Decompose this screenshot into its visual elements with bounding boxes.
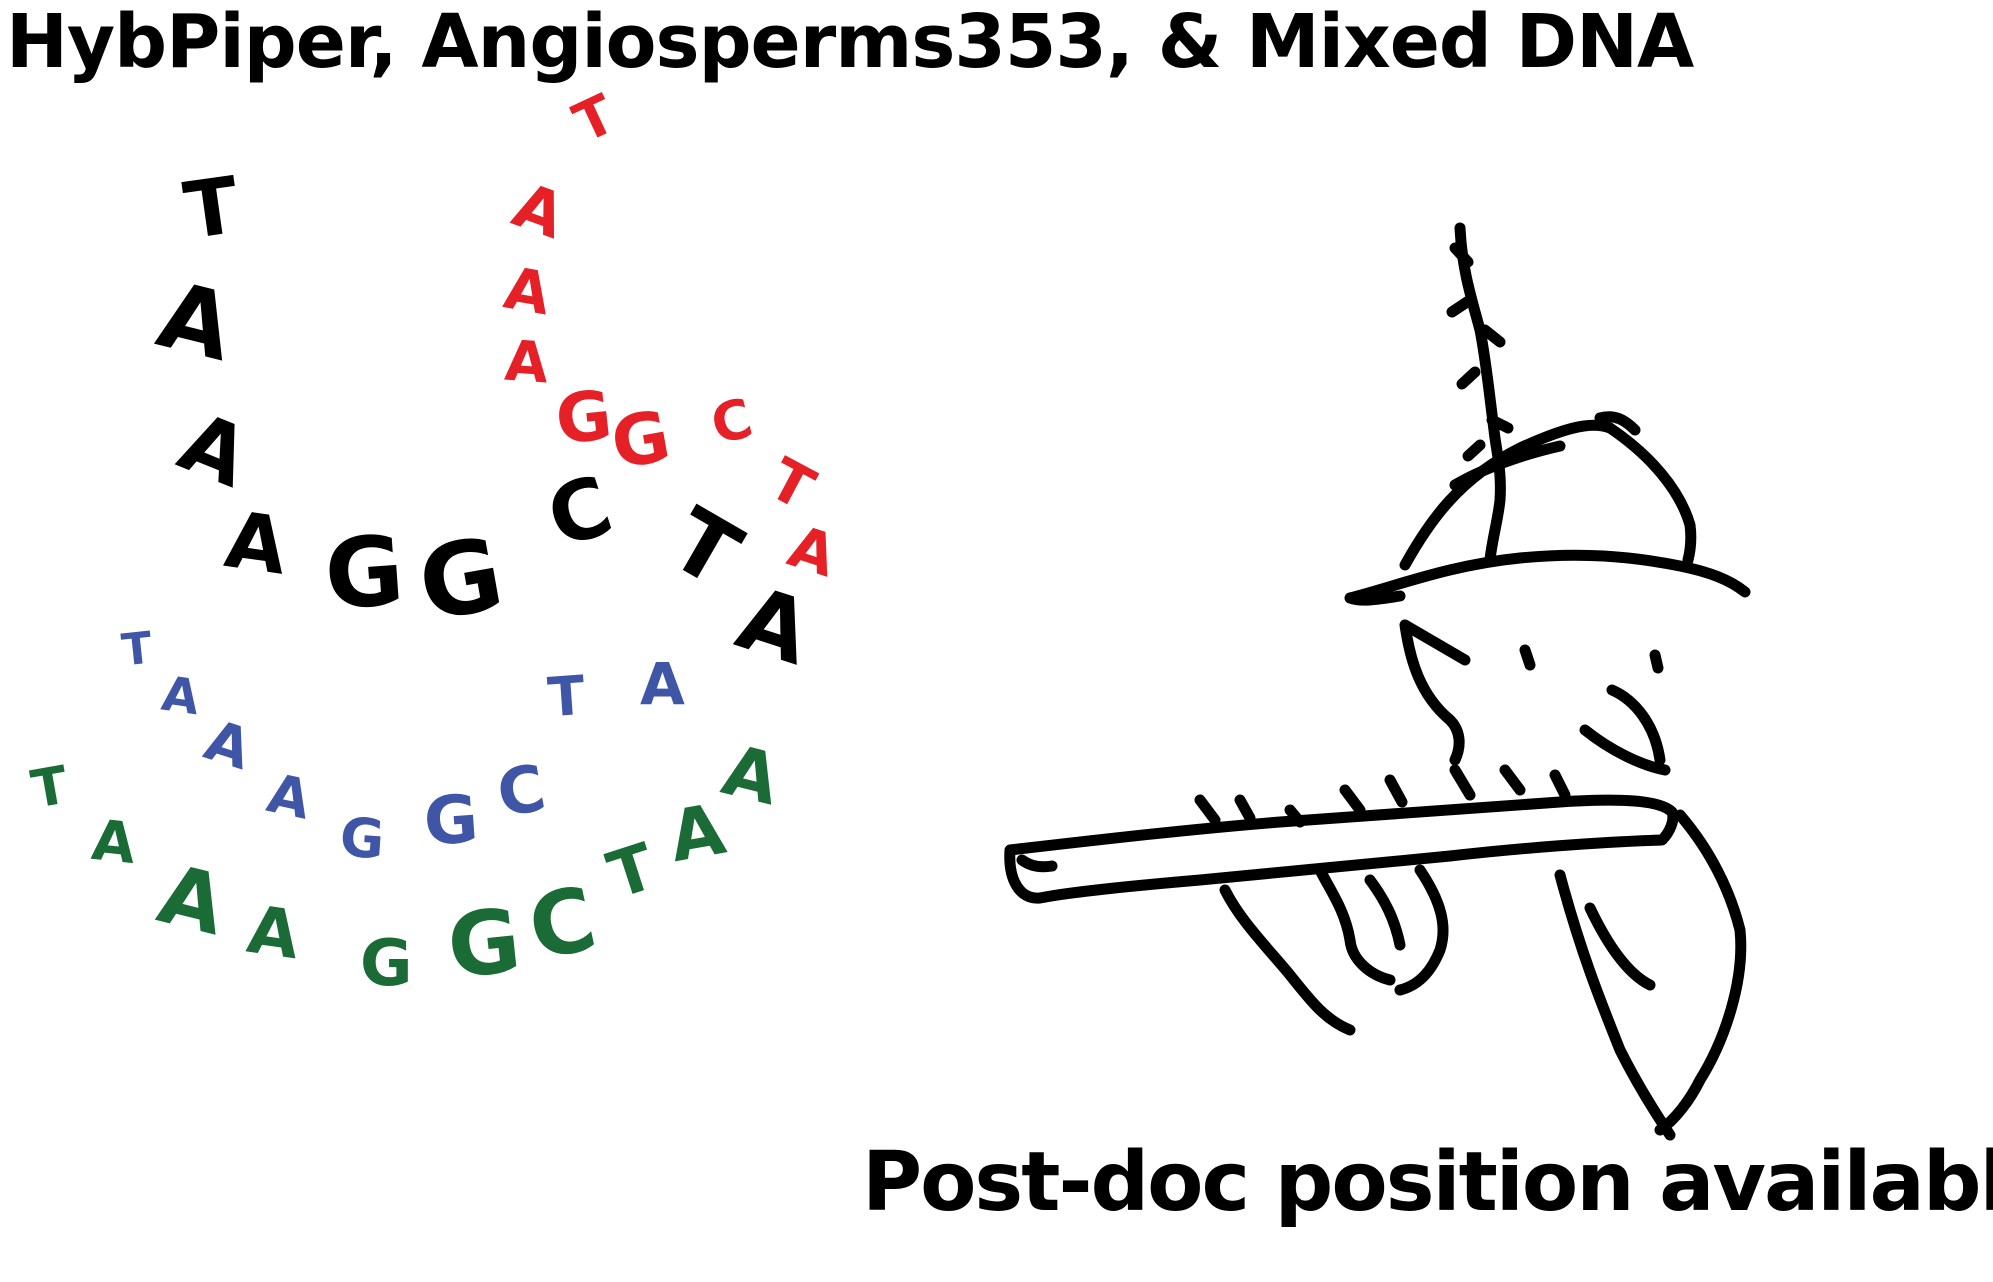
flute (1004, 794, 1679, 904)
page-title: HybPiper, Angiosperms353, & Mixed DNA (6, 0, 1694, 85)
hand-left (1219, 884, 1356, 1036)
hat-brim (1344, 549, 1751, 606)
strand-blue-letter: A (640, 650, 685, 718)
strand-green-letter: G (360, 927, 413, 1001)
body (1554, 809, 1747, 1141)
hat-dome (1399, 419, 1697, 571)
announcement-text: Post-doc position available! (862, 1135, 1993, 1230)
face (1399, 619, 1471, 766)
feather (1446, 222, 1514, 566)
